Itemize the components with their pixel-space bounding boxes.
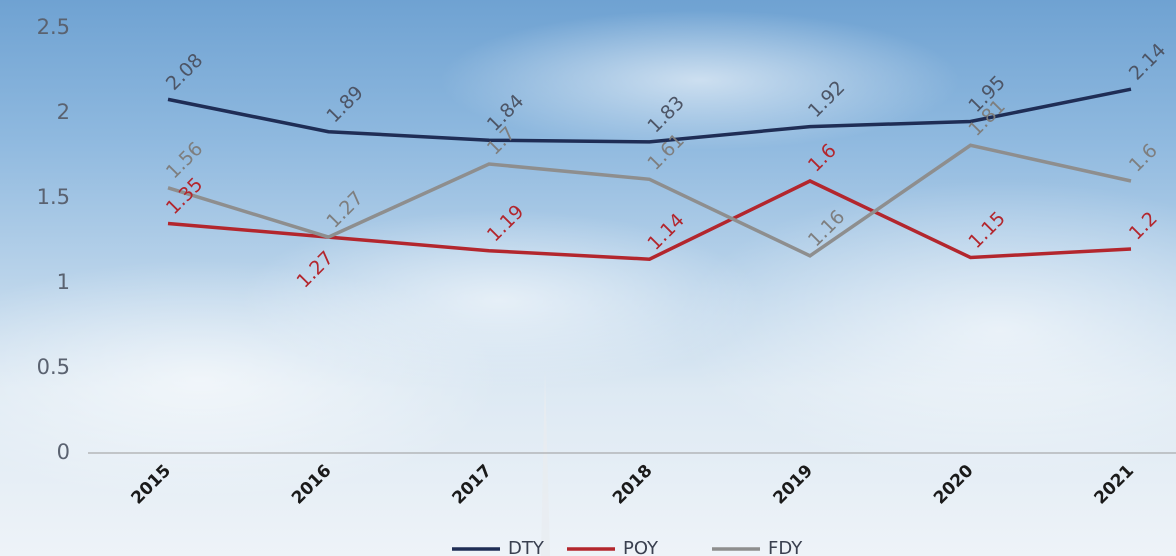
background-clouds — [0, 10, 1176, 556]
legend-label: DTY — [508, 538, 545, 556]
data-label: 1.6 — [1125, 140, 1162, 177]
x-tick-label: 2018 — [609, 461, 657, 509]
y-tick-label: 0.5 — [37, 355, 70, 379]
y-tick-label: 2.5 — [37, 15, 70, 39]
data-label: 2.14 — [1125, 39, 1170, 84]
series-line — [167, 87, 1132, 144]
y-tick-label: 2 — [57, 100, 70, 124]
data-label: 1.56 — [162, 138, 207, 183]
legend-label: POY — [623, 538, 659, 556]
data-label: 2.08 — [162, 49, 207, 94]
x-tick-label: 2019 — [769, 461, 817, 509]
y-tick-label: 1 — [57, 270, 70, 294]
legend-label: FDY — [768, 538, 803, 556]
data-label: 1.6 — [804, 140, 841, 177]
series-line — [167, 143, 1132, 258]
y-tick-label: 1.5 — [37, 185, 70, 209]
x-tick-label: 2017 — [448, 461, 496, 509]
data-label: 1.89 — [322, 82, 367, 127]
y-tick-label: 0 — [57, 440, 70, 464]
